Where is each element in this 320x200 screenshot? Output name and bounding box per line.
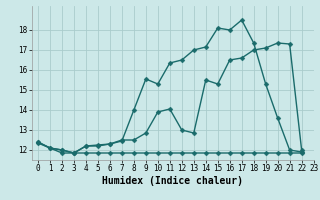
X-axis label: Humidex (Indice chaleur): Humidex (Indice chaleur) <box>102 176 243 186</box>
